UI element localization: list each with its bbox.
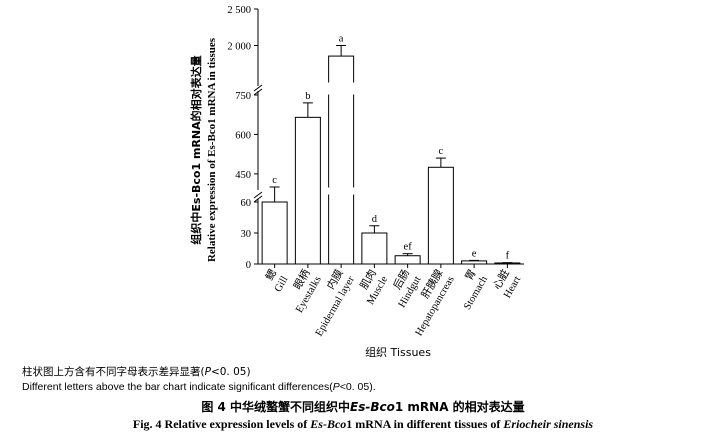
- axis-break-mark: [253, 84, 263, 96]
- figure-caption-cn: 图 4 中华绒螯蟹不同组织中Es-Bco1 mRNA 的相对表达量: [201, 400, 525, 414]
- y-tick-label: 60: [241, 198, 252, 209]
- axis-break-mark: [253, 191, 263, 203]
- bar-break-gap: [327, 187, 355, 195]
- bar: [294, 116, 321, 265]
- y-tick-label: 450: [235, 170, 251, 181]
- y-axis-title: 组织中Es-Bco1 mRNA的相对表达量 Relative expressio…: [189, 37, 218, 262]
- y-tick-label: 0: [246, 260, 251, 271]
- y-axis-title-en: Relative expression of Es-Bco1 mRNA in t…: [206, 37, 218, 262]
- significance-letter: ef: [404, 242, 413, 253]
- bar: [461, 260, 488, 265]
- significance-letter: e: [472, 248, 477, 259]
- y-tick-label: 2 500: [227, 5, 251, 16]
- y-tick-label: 750: [235, 91, 251, 102]
- significance-letter: c: [272, 175, 277, 186]
- bar-break-gap: [327, 82, 355, 95]
- significance-letter: b: [305, 91, 310, 102]
- x-tick-label-cn: 胃: [463, 268, 479, 283]
- significance-letter: a: [339, 34, 344, 45]
- bar-chart: 组织中Es-Bco1 mRNA的相对表达量 Relative expressio…: [189, 5, 524, 359]
- bar: [261, 201, 288, 265]
- significance-note-cn: 柱状图上方含有不同字母表示差异显著(P<0. 05): [22, 366, 251, 378]
- axes: [253, 9, 524, 265]
- y-tick-label: 2 000: [227, 42, 251, 53]
- y-axis-title-cn: 组织中Es-Bco1 mRNA的相对表达量: [189, 55, 203, 244]
- figure-caption-en: Fig. 4 Relative expression levels of Es-…: [132, 417, 594, 431]
- y-ticks: 0 30 60 450 600 750 2 000 2 500: [227, 5, 258, 271]
- significance-letter: c: [439, 146, 444, 157]
- y-tick-label: 30: [241, 229, 252, 240]
- bar: [394, 255, 421, 265]
- bar: [361, 232, 388, 265]
- significance-letter: d: [372, 214, 378, 225]
- significance-note-en: Different letters above the bar chart in…: [22, 381, 376, 393]
- significance-letter: f: [506, 251, 510, 262]
- x-axis-title: 组织 Tissues: [365, 345, 431, 359]
- y-tick-label: 600: [235, 130, 251, 141]
- bar: [427, 166, 454, 265]
